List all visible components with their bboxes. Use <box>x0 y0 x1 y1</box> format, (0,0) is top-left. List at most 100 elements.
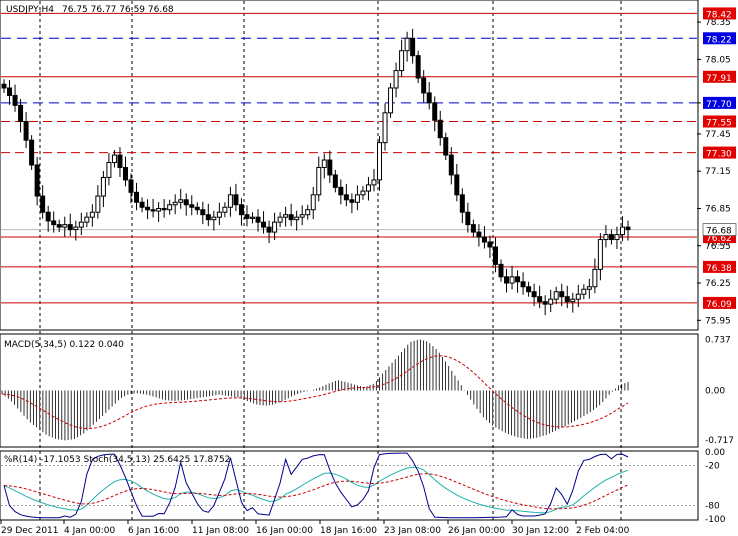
price-panel-frame <box>0 0 699 331</box>
candle-body <box>625 226 631 231</box>
price-tick-label: 77.45 <box>705 130 731 140</box>
candle-body <box>332 174 338 188</box>
candle-body <box>487 241 493 248</box>
candle-body <box>233 194 239 206</box>
level-price-labels: 78.42 78.22 77.91 77.70 77.55 77.30 76.62 76.38… <box>702 7 737 310</box>
candle-body <box>537 296 543 303</box>
level-label-box <box>703 146 736 159</box>
candle-body <box>575 293 581 300</box>
wpr-stoch-panel-frame <box>0 450 699 521</box>
candle-body <box>12 94 18 106</box>
level-label: 76.38 <box>706 264 732 274</box>
candle-body <box>432 102 438 121</box>
candle-body <box>426 92 432 104</box>
level-label-box <box>703 296 736 309</box>
candle-body <box>283 214 289 218</box>
candle-body <box>509 276 515 284</box>
current-price-secondary-label: 76.57 <box>706 238 732 248</box>
candle-body <box>360 190 366 196</box>
candle-body <box>404 37 410 52</box>
candle-body <box>415 55 421 79</box>
candle-body <box>410 37 416 57</box>
candle-body <box>520 281 526 288</box>
candle-body <box>343 194 349 201</box>
time-tick-label: 11 Jan 08:00 <box>192 526 249 536</box>
candle-body <box>437 119 443 139</box>
candle-body <box>84 216 90 223</box>
candle-body <box>67 224 73 231</box>
candle-body <box>586 286 592 290</box>
candle-body <box>338 186 344 196</box>
candle-body <box>139 201 145 208</box>
candle-body <box>597 239 603 270</box>
candle-body <box>106 162 112 178</box>
candle-body <box>62 224 68 228</box>
time-tick-label: 6 Jan 16:00 <box>128 526 180 536</box>
oscillator-title: %R(14) -17.1053 Stoch(34,5,13) 25.6425 1… <box>4 455 230 465</box>
candle-body <box>45 211 51 222</box>
oscillator-tick-label: -20 <box>705 461 720 471</box>
time-tick-label: 4 Jan 00:00 <box>64 526 116 536</box>
candle-body <box>78 221 84 228</box>
candle-body <box>249 216 255 219</box>
candle-body <box>393 70 399 89</box>
candle-body <box>18 104 24 123</box>
candle-body <box>167 204 173 211</box>
candle-body <box>310 194 316 211</box>
candle-body <box>189 204 195 208</box>
candle-body <box>100 176 106 197</box>
candle-body <box>288 214 294 221</box>
macd-title: MACD(5,34,5) 0.122 0.040 <box>4 340 124 350</box>
candle-body <box>614 234 620 241</box>
candle-body <box>592 268 598 288</box>
candle-body <box>559 291 565 298</box>
price-tick-label: 76.85 <box>705 204 731 214</box>
candle-body <box>526 286 532 293</box>
oscillator-series <box>1 452 697 519</box>
candle-body <box>117 154 123 168</box>
candle-body <box>194 206 200 211</box>
candlestick-series <box>1 28 631 316</box>
price-tick-label: 75.95 <box>705 316 731 326</box>
level-label-box <box>703 7 736 20</box>
time-tick-label: 30 Jan 12:00 <box>512 526 569 536</box>
level-label: 77.30 <box>706 150 732 160</box>
macd-series <box>1 339 629 441</box>
price-tick-label: 78.35 <box>705 18 731 28</box>
chart-symbol: USDJPY,H4 <box>6 5 54 15</box>
candle-body <box>465 211 471 226</box>
candle-body <box>459 194 465 213</box>
current-price-label: 76.68 <box>706 227 732 237</box>
candle-body <box>619 226 625 236</box>
candle-body <box>40 195 46 213</box>
candle-body <box>476 231 482 238</box>
candle-body <box>29 139 35 166</box>
candle-body <box>23 121 29 141</box>
candle-body <box>161 207 167 211</box>
level-label: 76.62 <box>706 234 732 244</box>
candle-body <box>498 263 504 278</box>
candle-body <box>553 291 559 300</box>
candle-body <box>261 221 267 228</box>
level-label: 78.42 <box>706 10 732 20</box>
candle-body <box>255 216 261 223</box>
candle-body <box>272 221 278 233</box>
candle-body <box>122 166 128 181</box>
macd-tick-label: 0.737 <box>705 335 731 345</box>
level-label-box <box>703 70 736 83</box>
level-lines <box>1 12 697 304</box>
candle-body <box>51 220 57 226</box>
candle-body <box>377 142 383 181</box>
candle-body <box>349 199 355 203</box>
candle-body <box>371 179 377 186</box>
time-tick-label: 23 Jan 08:00 <box>384 526 441 536</box>
level-label: 77.70 <box>706 100 732 110</box>
candle-body <box>56 224 62 228</box>
wpr-line <box>3 452 629 519</box>
candle-body <box>454 174 460 196</box>
price-tick-label: 78.05 <box>705 55 731 65</box>
candle-body <box>382 112 388 144</box>
candle-body <box>321 159 327 168</box>
candle-body <box>515 276 521 283</box>
